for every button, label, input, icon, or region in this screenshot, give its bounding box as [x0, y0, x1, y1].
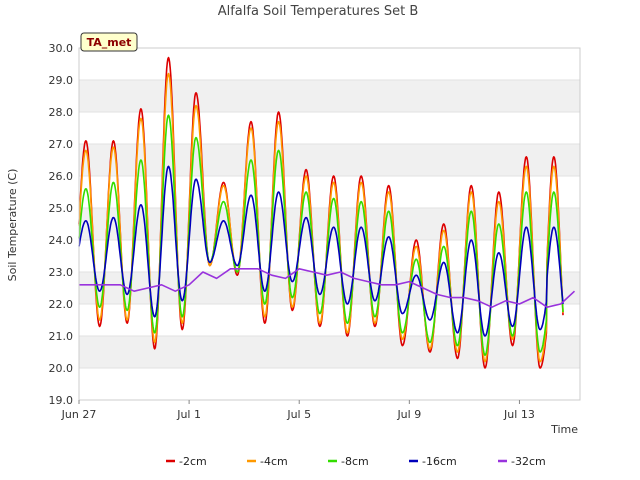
plot-background [79, 80, 580, 368]
x-axis-ticks: Jun 27 Jul 1 Jul 5 Jul 9 Jul 13 [61, 400, 535, 421]
y-axis-ticks: 19.0 20.0 21.0 22.0 23.0 24.0 25.0 26.0 27.0 28.0… [49, 42, 74, 407]
x-tick-label: Jul 5 [286, 408, 311, 421]
x-tick-label: Jul 1 [176, 408, 201, 421]
legend-label: -8cm [341, 455, 369, 468]
legend-label: -32cm [511, 455, 546, 468]
site-badge-box [80, 32, 138, 52]
legend-label: -16cm [422, 455, 457, 468]
x-tick-label: Jul 9 [396, 408, 421, 421]
y-tick-label: 23.0 [49, 266, 74, 279]
series-line-minus-16cm [78, 165, 564, 337]
grid-band [79, 144, 580, 176]
series-layer [78, 56, 576, 369]
legend-label: -4cm [260, 455, 288, 468]
y-tick-label: 29.0 [49, 74, 74, 87]
y-tick-label: 25.0 [49, 202, 74, 215]
y-tick-label: 21.0 [49, 330, 74, 343]
chart-title: Alfalfa Soil Temperatures Set B [218, 4, 419, 19]
x-axis-title: Time [550, 423, 578, 436]
y-tick-label: 20.0 [49, 362, 74, 375]
y-tick-label: 28.0 [49, 106, 74, 119]
y-tick-label: 27.0 [49, 138, 74, 151]
grid-band [79, 336, 580, 368]
y-tick-label: 24.0 [49, 234, 74, 247]
y-tick-label: 19.0 [49, 394, 74, 407]
legend: -2cm -4cm -8cm -16cm -32cm [166, 455, 546, 468]
legend-label: -2cm [179, 455, 207, 468]
grid-band [79, 80, 580, 112]
y-tick-label: 26.0 [49, 170, 74, 183]
series-line-minus-32cm [79, 268, 576, 308]
y-tick-label: 22.0 [49, 298, 74, 311]
plot-frame [78, 47, 581, 401]
grid-band [79, 272, 580, 304]
x-tick-label: Jul 13 [503, 408, 535, 421]
y-tick-label: 30.0 [49, 42, 74, 55]
site-badge: TA_met [80, 32, 138, 52]
y-axis-title: Soil Temperature (C) [6, 169, 19, 282]
site-badge-text: TA_met [87, 36, 132, 49]
x-tick-label: Jun 27 [61, 408, 97, 421]
